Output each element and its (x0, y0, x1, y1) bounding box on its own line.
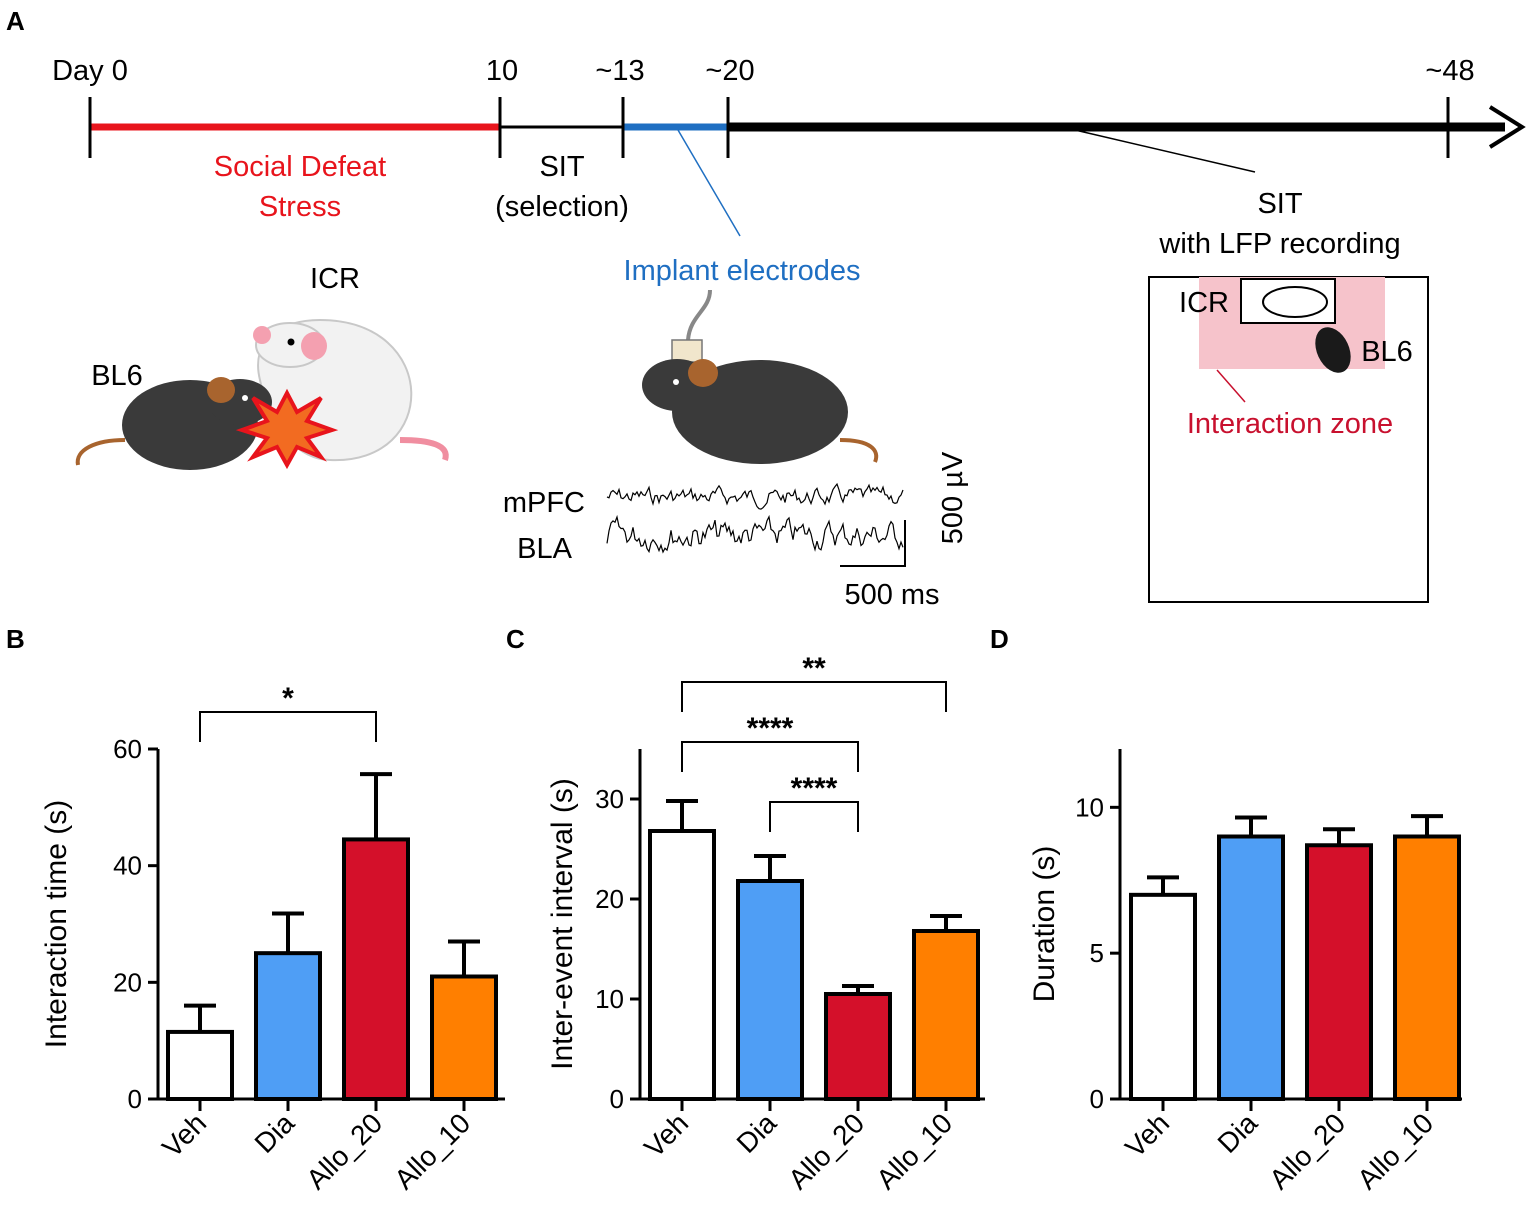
y-tick-label: 10 (595, 984, 624, 1014)
x-tick-label: Veh (156, 1107, 212, 1163)
y-tick-label: 0 (610, 1084, 624, 1114)
icr-label: ICR (310, 263, 360, 295)
trace-label-bla: BLA (517, 533, 572, 565)
arena-icr-mouse-icon (1262, 286, 1328, 318)
phase-selection-label: SIT (539, 151, 584, 183)
bar-allo-20 (342, 837, 410, 1102)
lfp-trace-mpfc (606, 482, 904, 510)
implant-cable (686, 289, 712, 341)
x-tick-label: Allo_10 (388, 1107, 476, 1195)
bar-veh (1129, 892, 1197, 1101)
scale-bar-voltage-label: 500 µV (937, 451, 969, 544)
significance-bracket (199, 711, 377, 742)
arena-bl6-label: BL6 (1361, 336, 1413, 368)
x-tick-label: Allo_20 (782, 1107, 870, 1195)
phase-selection-label: (selection) (495, 191, 629, 223)
x-tick-label: Allo_10 (1351, 1107, 1439, 1195)
bl6-label: BL6 (91, 360, 143, 392)
x-tick-label: Dia (731, 1107, 783, 1159)
trace-label-mpfc: mPFC (503, 487, 585, 519)
day-label: ~13 (595, 55, 644, 87)
significance-bracket (681, 681, 947, 712)
recording-label: SIT (1257, 188, 1302, 220)
significance-label: **** (747, 712, 794, 745)
x-tick-label: Dia (1212, 1107, 1264, 1159)
x-tick-label: Allo_10 (870, 1107, 958, 1195)
y-axis-label: Inter-event interval (s) (546, 778, 579, 1070)
significance-bracket (681, 741, 859, 772)
panel-letter-a: A (6, 6, 25, 36)
panel-letter-c: C (506, 624, 525, 654)
timeline: Day 0 10 ~13 ~20 ~48 Social Defeat Stres… (52, 55, 1526, 287)
bar-allo-10 (912, 929, 980, 1101)
implant-label: Implant electrodes (624, 255, 861, 287)
x-tick-label: Allo_20 (1263, 1107, 1351, 1195)
y-tick-label: 60 (113, 734, 142, 764)
bar-dia (1217, 834, 1285, 1101)
y-tick-label: 5 (1090, 938, 1104, 968)
y-tick-label: 0 (128, 1084, 142, 1114)
arena: ICR BL6 Interaction zone (1148, 276, 1429, 603)
bar-veh (648, 829, 716, 1101)
bar-veh (166, 1029, 234, 1101)
bar-allo-20 (1305, 843, 1373, 1101)
bar-allo-10 (430, 974, 498, 1101)
panel-letter-d: D (990, 624, 1009, 654)
phase-defeat-label: Stress (259, 191, 341, 223)
lfp-trace-bla (606, 514, 904, 554)
significance-label: * (282, 682, 294, 715)
day-label: ~48 (1425, 55, 1474, 87)
y-tick-label: 30 (595, 784, 624, 814)
bar-dia (736, 879, 804, 1101)
y-tick-label: 40 (113, 851, 142, 881)
bar-allo-20 (824, 992, 892, 1101)
bl6-mouse-icon (75, 377, 272, 470)
day-label: ~20 (705, 55, 754, 87)
timeline-arrow-head (1488, 105, 1526, 149)
y-tick-label: 20 (113, 967, 142, 997)
y-tick-label: 20 (595, 884, 624, 914)
y-tick-label: 0 (1090, 1084, 1104, 1114)
panel-letter-b: B (6, 624, 25, 654)
y-tick-label: 10 (1075, 792, 1104, 822)
implanted-mouse-icon (642, 359, 879, 464)
day-label: 10 (486, 55, 518, 87)
x-tick-label: Allo_20 (300, 1107, 388, 1195)
significance-label: **** (791, 772, 838, 805)
day-label: Day 0 (52, 55, 128, 87)
defeat-illustration: ICR BL6 (75, 263, 449, 470)
x-tick-label: Veh (638, 1107, 694, 1163)
recording-leader-line (1074, 129, 1256, 173)
bar-allo-10 (1393, 834, 1461, 1101)
electrode-connector-icon (671, 339, 703, 363)
significance-bracket (769, 801, 859, 832)
implant-illustration: mPFC BLA 500 µV 500 ms (503, 289, 969, 611)
interaction-zone-label: Interaction zone (1187, 408, 1393, 440)
y-axis-label: Duration (s) (1028, 846, 1061, 1003)
chart-interaction-time: 0 20 40 60 Interaction time (s) Veh Dia Allo_20… (40, 682, 505, 1195)
recording-label: with LFP recording (1158, 228, 1400, 260)
significance-label: ** (802, 652, 826, 685)
arena-icr-label: ICR (1179, 287, 1229, 319)
phase-defeat-label: Social Defeat (214, 151, 387, 183)
bar-dia (254, 951, 322, 1102)
arena-bl6-mouse-icon (1315, 327, 1351, 373)
x-tick-label: Veh (1119, 1107, 1175, 1163)
zone-leader-line (1216, 369, 1246, 403)
scale-bar (840, 520, 906, 567)
implant-leader-line (677, 129, 741, 237)
y-axis-label: Interaction time (s) (40, 800, 73, 1048)
x-tick-label: Dia (249, 1107, 301, 1159)
scale-bar-time-label: 500 ms (844, 579, 939, 611)
attack-burst-icon (235, 388, 339, 470)
chart-duration: 0 5 10 Duration (s) Veh Dia Allo_20 Allo_10 (1028, 749, 1462, 1195)
